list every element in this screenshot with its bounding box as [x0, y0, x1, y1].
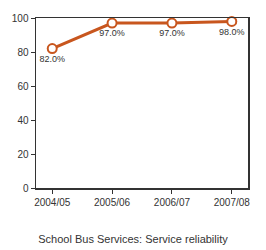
- svg-text:80: 80: [17, 47, 29, 58]
- svg-text:97.0%: 97.0%: [99, 28, 125, 38]
- svg-text:0: 0: [23, 183, 29, 194]
- svg-text:97.0%: 97.0%: [159, 28, 185, 38]
- svg-text:82.0%: 82.0%: [39, 54, 65, 64]
- svg-text:98.0%: 98.0%: [219, 27, 245, 37]
- svg-text:40: 40: [17, 115, 29, 126]
- svg-text:20: 20: [17, 149, 29, 160]
- svg-text:2004/05: 2004/05: [34, 197, 71, 208]
- svg-text:2005/06: 2005/06: [94, 197, 131, 208]
- svg-text:60: 60: [17, 81, 29, 92]
- svg-text:100: 100: [12, 13, 29, 24]
- svg-text:2006/07: 2006/07: [154, 197, 191, 208]
- svg-text:2007/08: 2007/08: [214, 197, 251, 208]
- svg-text:School Bus Services: Service r: School Bus Services: Service reliability: [38, 233, 228, 245]
